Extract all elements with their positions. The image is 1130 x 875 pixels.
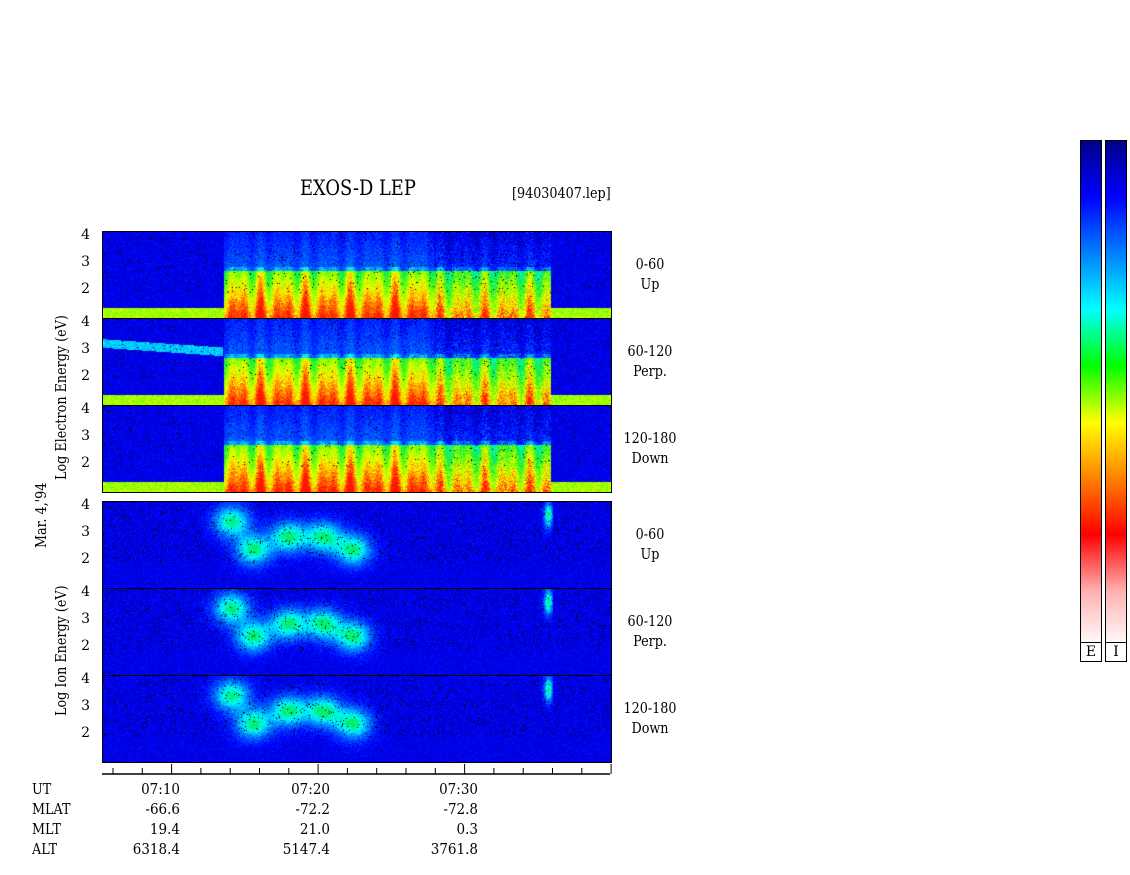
pitch-range: 120-180 — [623, 429, 677, 447]
time-axis — [102, 764, 612, 775]
y-tick-label: 3 — [81, 254, 90, 270]
pitch-direction: Perp. — [633, 632, 667, 650]
pitch-direction: Up — [640, 275, 660, 293]
y-tick-label: 4 — [81, 314, 90, 330]
y-tick-label: 2 — [81, 368, 90, 384]
table-cell: 19.4 — [149, 820, 180, 838]
table-cell: 3761.8 — [430, 840, 478, 858]
table-cell: 5147.4 — [282, 840, 330, 858]
table-cell: -72.8 — [443, 800, 478, 818]
pitch-label: 0-60 Up — [616, 254, 684, 294]
table-cell: 21.0 — [299, 820, 330, 838]
y-tick-label: 3 — [81, 524, 90, 540]
pitch-label: 60-120 Perp. — [616, 341, 684, 381]
pitch-label: 0-60 Up — [616, 524, 684, 564]
colorbar-electron — [1080, 140, 1102, 648]
pitch-range: 120-180 — [623, 699, 677, 717]
pitch-range: 0-60 — [635, 525, 665, 543]
y-tick-label: 4 — [81, 227, 90, 243]
pitch-direction: Down — [631, 449, 669, 467]
y-tick-label: 4 — [81, 497, 90, 513]
table-cell: 6318.4 — [132, 840, 180, 858]
pitch-label: 60-120 Perp. — [616, 611, 684, 651]
table-cell: 0.3 — [456, 820, 478, 838]
colorbar-ion — [1105, 140, 1127, 648]
table-cell: 07:30 — [439, 780, 478, 798]
y-tick-label: 4 — [81, 401, 90, 417]
y-tick-label: 2 — [81, 725, 90, 741]
date-label: Mar. 4,'94 — [32, 482, 50, 548]
pitch-label: 120-180 Down — [616, 698, 684, 738]
pitch-range: 0-60 — [635, 255, 665, 273]
y-tick-label: 3 — [81, 611, 90, 627]
panel-electron-60-120 — [102, 318, 612, 406]
table-cell: 07:20 — [291, 780, 330, 798]
table-row-label: MLT — [32, 820, 61, 838]
panel-electron-120-180 — [102, 405, 612, 493]
electron-axis-label: Log Electron Energy (eV) — [52, 315, 70, 480]
colorbar-electron-label: E — [1080, 642, 1102, 662]
pitch-direction: Perp. — [633, 362, 667, 380]
y-tick-label: 2 — [81, 638, 90, 654]
file-name: [94030407.lep] — [512, 184, 611, 202]
y-tick-label: 2 — [81, 455, 90, 471]
y-tick-label: 2 — [81, 281, 90, 297]
y-tick-label: 4 — [81, 671, 90, 687]
pitch-range: 60-120 — [627, 612, 673, 630]
y-tick-label: 4 — [81, 584, 90, 600]
y-tick-label: 2 — [81, 551, 90, 567]
pitch-range: 60-120 — [627, 342, 673, 360]
y-tick-label: 3 — [81, 428, 90, 444]
table-cell: -66.6 — [145, 800, 180, 818]
table-row-label: ALT — [32, 840, 58, 858]
panel-ion-120-180 — [102, 675, 612, 763]
pitch-label: 120-180 Down — [616, 428, 684, 468]
panel-electron-0-60 — [102, 231, 612, 319]
ion-axis-label: Log Ion Energy (eV) — [52, 585, 70, 716]
panel-ion-60-120 — [102, 588, 612, 676]
pitch-direction: Down — [631, 719, 669, 737]
table-row-label: MLAT — [32, 800, 71, 818]
table-cell: 07:10 — [141, 780, 180, 798]
panel-ion-0-60 — [102, 501, 612, 589]
table-row-label: UT — [32, 780, 52, 798]
colorbar-ion-label: I — [1105, 642, 1127, 662]
y-tick-label: 3 — [81, 341, 90, 357]
table-cell: -72.2 — [295, 800, 330, 818]
pitch-direction: Up — [640, 545, 660, 563]
chart-title: EXOS-D LEP — [300, 176, 416, 200]
y-tick-label: 3 — [81, 698, 90, 714]
